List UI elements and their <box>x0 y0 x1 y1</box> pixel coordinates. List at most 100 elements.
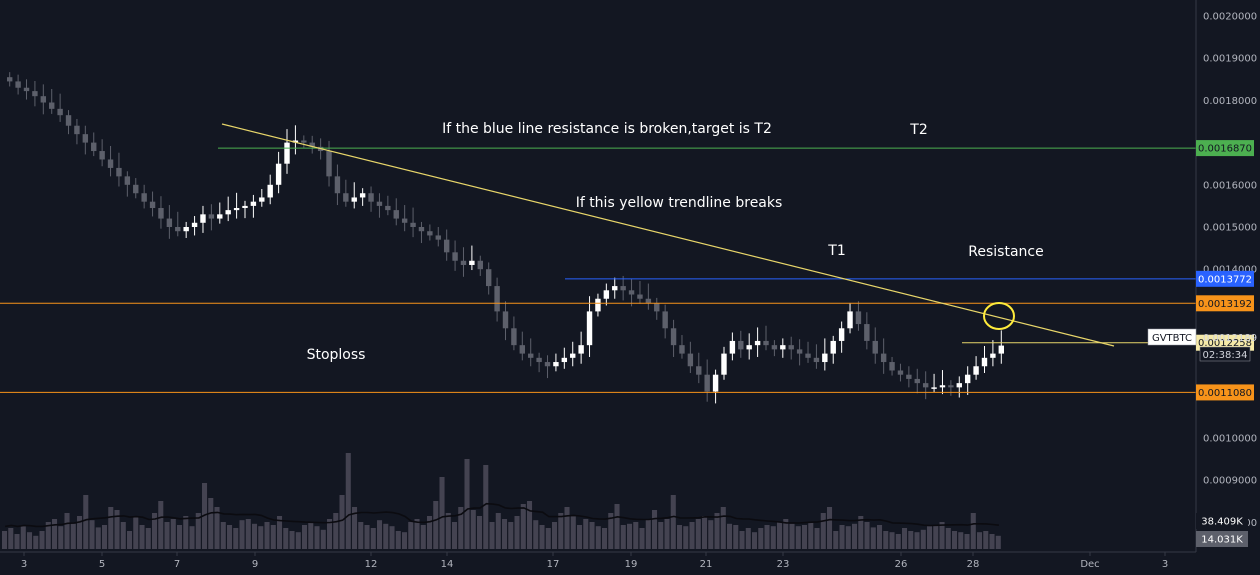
volume-bar <box>695 519 701 549</box>
volume-bar <box>2 531 8 549</box>
chart-annotation: T2 <box>909 122 927 138</box>
candle-body <box>595 298 601 312</box>
volume-bar <box>245 519 251 549</box>
level-tag-label: 0.0013772 <box>1198 274 1252 285</box>
volume-bar <box>745 528 751 549</box>
level-tag-background <box>1196 384 1254 401</box>
volume-bar <box>714 513 720 549</box>
candle-body <box>780 345 786 350</box>
volume-bar <box>514 516 520 549</box>
candle-body <box>292 140 299 143</box>
volume-bar <box>552 522 558 549</box>
volume-bar <box>508 522 514 549</box>
volume-bar <box>902 528 908 549</box>
candle-body <box>225 210 231 215</box>
volume-bar <box>227 525 233 549</box>
volume-bar <box>795 526 801 549</box>
candle-body <box>49 102 55 109</box>
volume-bar <box>883 531 889 549</box>
volume-bar <box>627 523 633 549</box>
price-tick-label: 0.0015000 <box>1203 223 1257 234</box>
volume-bar <box>852 523 858 549</box>
volume-bar <box>120 522 126 549</box>
volume-bar <box>402 532 408 549</box>
time-tick-label: 9 <box>252 559 258 570</box>
chart-annotation: Resistance <box>968 244 1043 260</box>
volume-bar <box>395 531 401 549</box>
volume-bar <box>777 522 783 549</box>
volume-bar <box>702 516 708 549</box>
candle-body <box>586 311 593 346</box>
candle-body <box>309 142 315 147</box>
candle-body <box>670 328 677 346</box>
time-axis[interactable]: 3 5 7 9 12 14 17 19 21 23 26 28 Dec 3 <box>21 552 1168 570</box>
volume-tag-label: 38.409K <box>1201 517 1243 528</box>
symbol-tag: GVTBTC <box>1147 328 1197 346</box>
volume-bar <box>533 520 539 549</box>
candle-body <box>914 378 920 384</box>
volume-bar <box>70 523 76 549</box>
volume-bar <box>939 522 945 549</box>
volume-bar <box>952 531 958 549</box>
volume-bar <box>283 528 289 549</box>
volume-bar <box>95 527 101 549</box>
time-tick-label: 3 <box>1162 559 1168 570</box>
candle-body <box>796 349 803 354</box>
volume-bar <box>483 465 489 549</box>
candle-body <box>376 201 383 206</box>
volume-bar <box>839 525 845 549</box>
volume-bar <box>908 531 914 549</box>
candle-body <box>654 302 660 312</box>
volume-bar <box>58 526 64 549</box>
level-tag-label: 0.0016870 <box>1198 144 1252 155</box>
candle-body <box>721 353 727 375</box>
volume-bar <box>345 453 351 549</box>
time-tick-label: Dec <box>1080 559 1099 570</box>
candle-body <box>813 357 820 363</box>
candle-body <box>519 345 526 354</box>
volume-bar <box>927 526 933 549</box>
price-tick-label: 0.0009000 <box>1203 476 1257 487</box>
volume-bar <box>545 528 551 549</box>
volume-bar <box>558 513 564 549</box>
candle-body <box>511 328 517 346</box>
candle-body <box>133 184 139 194</box>
volume-bar <box>14 534 20 549</box>
time-tick-label: 7 <box>174 559 180 570</box>
volume-bar <box>870 527 876 549</box>
clock-tag: 02:38:34 <box>1199 346 1251 362</box>
candle-body <box>696 366 702 375</box>
candle-body <box>460 260 467 265</box>
volume-bar <box>770 526 776 549</box>
candle-body <box>981 357 988 367</box>
candle-body <box>57 108 63 116</box>
volume-bar <box>439 477 445 549</box>
volume-bar <box>708 520 714 549</box>
volume-bar <box>39 531 45 549</box>
volume-bar <box>164 522 170 549</box>
volume-bar <box>52 519 58 549</box>
candle-body <box>99 151 105 160</box>
volume-bar <box>352 507 358 549</box>
volume-bar <box>983 531 989 549</box>
volume-bar <box>652 510 658 549</box>
volume-bar <box>502 519 508 549</box>
volume-bar <box>639 528 645 549</box>
volume-bar <box>970 513 976 549</box>
time-tick-label: 26 <box>895 559 908 570</box>
volume-bar <box>658 522 664 549</box>
candle-body <box>536 357 542 363</box>
candle-body <box>864 324 870 341</box>
candle-body <box>301 140 307 143</box>
volume-bar <box>739 531 745 549</box>
volume-bar <box>364 525 370 549</box>
volume-bar <box>889 532 895 549</box>
candle-body <box>931 387 937 389</box>
volume-bar <box>520 504 526 549</box>
level-tag-background <box>1196 334 1254 351</box>
candle-body <box>679 345 685 354</box>
candle-body <box>645 298 652 303</box>
candle-body <box>91 142 97 152</box>
